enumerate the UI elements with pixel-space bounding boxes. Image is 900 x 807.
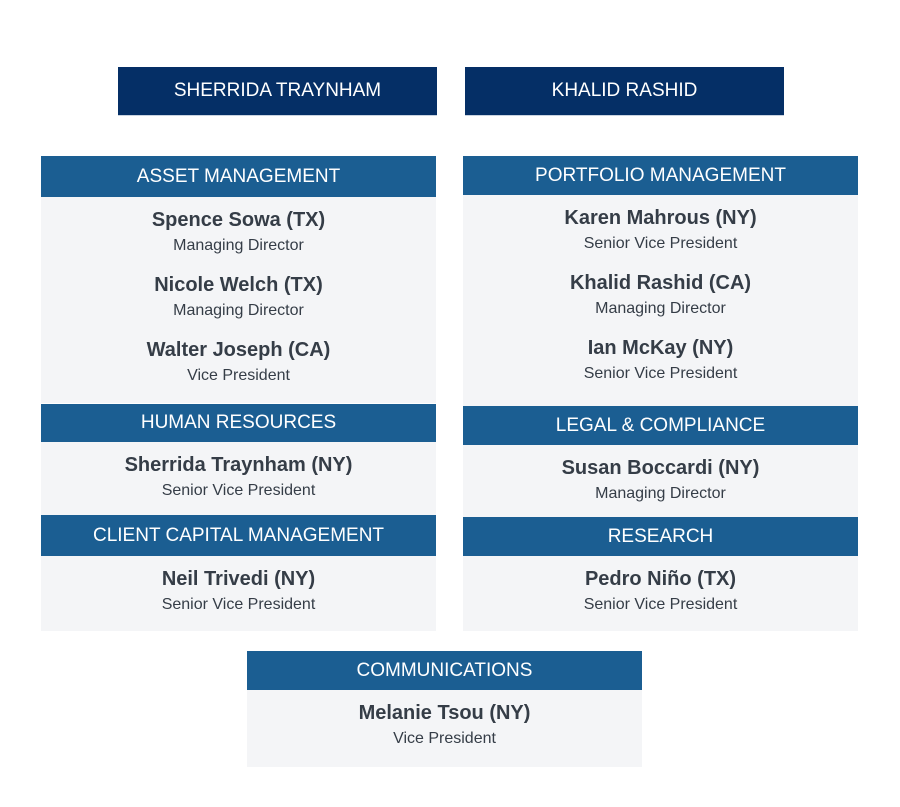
department-section: CLIENT CAPITAL MANAGEMENT Neil Trivedi (N… <box>41 515 436 631</box>
department-title: COMMUNICATIONS <box>356 659 533 681</box>
person-role: Managing Director <box>595 485 726 502</box>
person-name: Sherrida Traynham (NY) <box>124 454 353 476</box>
department-title: RESEARCH <box>607 525 714 547</box>
person-name: Walter Joseph (CA) <box>146 339 331 361</box>
person-entry: Sherrida Traynham (NY) Senior Vice Presid… <box>41 452 436 517</box>
person-entry: Walter Joseph (CA) Vice President <box>41 337 436 402</box>
person-role: Senior Vice President <box>583 235 738 252</box>
department-header: LEGAL & COMPLIANCE <box>463 406 858 445</box>
person-name: Karen Mahrous (NY) <box>564 207 757 229</box>
department-section: ASSET MANAGEMENT Spence Sowa (TX) Managing… <box>41 156 436 403</box>
person-role: Managing Director <box>173 302 304 319</box>
department-section: COMMUNICATIONS Melanie Tsou (NY) Vice Pres… <box>247 651 642 767</box>
department-header: PORTFOLIO MANAGEMENT <box>463 156 858 195</box>
person-name: Nicole Welch (TX) <box>154 274 323 296</box>
person-entry: Susan Boccardi (NY) Managing Director <box>463 455 858 520</box>
department-body: Karen Mahrous (NY) Senior Vice President K… <box>463 195 858 406</box>
person-name: Melanie Tsou (NY) <box>358 702 531 724</box>
person-name: Ian McKay (NY) <box>587 337 734 359</box>
department-title: ASSET MANAGEMENT <box>136 165 341 187</box>
person-name: Neil Trivedi (NY) <box>161 568 316 590</box>
person-entry: Ian McKay (NY) Senior Vice President <box>463 335 858 400</box>
person-role: Senior Vice President <box>583 365 738 382</box>
person-role: Vice President <box>187 367 290 384</box>
department-title: CLIENT CAPITAL MANAGEMENT <box>92 524 385 546</box>
department-title: PORTFOLIO MANAGEMENT <box>535 164 786 186</box>
leader-box: SHERRIDA TRAYNHAM <box>118 67 437 115</box>
department-header: HUMAN RESOURCES <box>41 404 436 442</box>
department-header: COMMUNICATIONS <box>247 651 642 690</box>
person-entry: Nicole Welch (TX) Managing Director <box>41 272 436 337</box>
person-entry: Khalid Rashid (CA) Managing Director <box>463 270 858 335</box>
person-name: Spence Sowa (TX) <box>151 209 326 231</box>
person-name: Susan Boccardi (NY) <box>561 457 760 479</box>
leader-name: KHALID RASHID <box>551 80 698 101</box>
department-body: Sherrida Traynham (NY) Senior Vice Presid… <box>41 442 436 515</box>
department-section: PORTFOLIO MANAGEMENT Karen Mahrous (NY) Se… <box>463 156 858 406</box>
person-role: Senior Vice President <box>161 482 316 499</box>
department-section: RESEARCH Pedro Niño (TX) Senior Vice Presi… <box>463 517 858 631</box>
person-entry: Karen Mahrous (NY) Senior Vice President <box>463 205 858 270</box>
person-name: Pedro Niño (TX) <box>584 568 737 590</box>
department-section: HUMAN RESOURCES Sherrida Traynham (NY) Sen… <box>41 404 436 515</box>
person-role: Vice President <box>393 730 496 747</box>
department-header: ASSET MANAGEMENT <box>41 156 436 197</box>
leader-box: KHALID RASHID <box>465 67 784 115</box>
person-entry: Melanie Tsou (NY) Vice President <box>247 700 642 765</box>
person-role: Senior Vice President <box>583 596 738 613</box>
department-body: Neil Trivedi (NY) Senior Vice President <box>41 556 436 631</box>
person-entry: Neil Trivedi (NY) Senior Vice President <box>41 566 436 631</box>
person-role: Senior Vice President <box>161 596 316 613</box>
person-role: Managing Director <box>595 300 726 317</box>
person-name: Khalid Rashid (CA) <box>569 272 752 294</box>
department-header: CLIENT CAPITAL MANAGEMENT <box>41 515 436 556</box>
department-body: Pedro Niño (TX) Senior Vice President <box>463 556 858 631</box>
department-body: Susan Boccardi (NY) Managing Director <box>463 445 858 517</box>
department-section: LEGAL & COMPLIANCE Susan Boccardi (NY) Man… <box>463 406 858 517</box>
person-entry: Spence Sowa (TX) Managing Director <box>41 207 436 272</box>
person-entry: Pedro Niño (TX) Senior Vice President <box>463 566 858 631</box>
department-body: Melanie Tsou (NY) Vice President <box>247 690 642 767</box>
department-title: LEGAL & COMPLIANCE <box>555 414 766 436</box>
leader-name: SHERRIDA TRAYNHAM <box>173 80 382 101</box>
person-role: Managing Director <box>173 237 304 254</box>
department-title: HUMAN RESOURCES <box>140 412 337 433</box>
department-body: Spence Sowa (TX) Managing Director Nicole … <box>41 197 436 403</box>
department-header: RESEARCH <box>463 517 858 556</box>
